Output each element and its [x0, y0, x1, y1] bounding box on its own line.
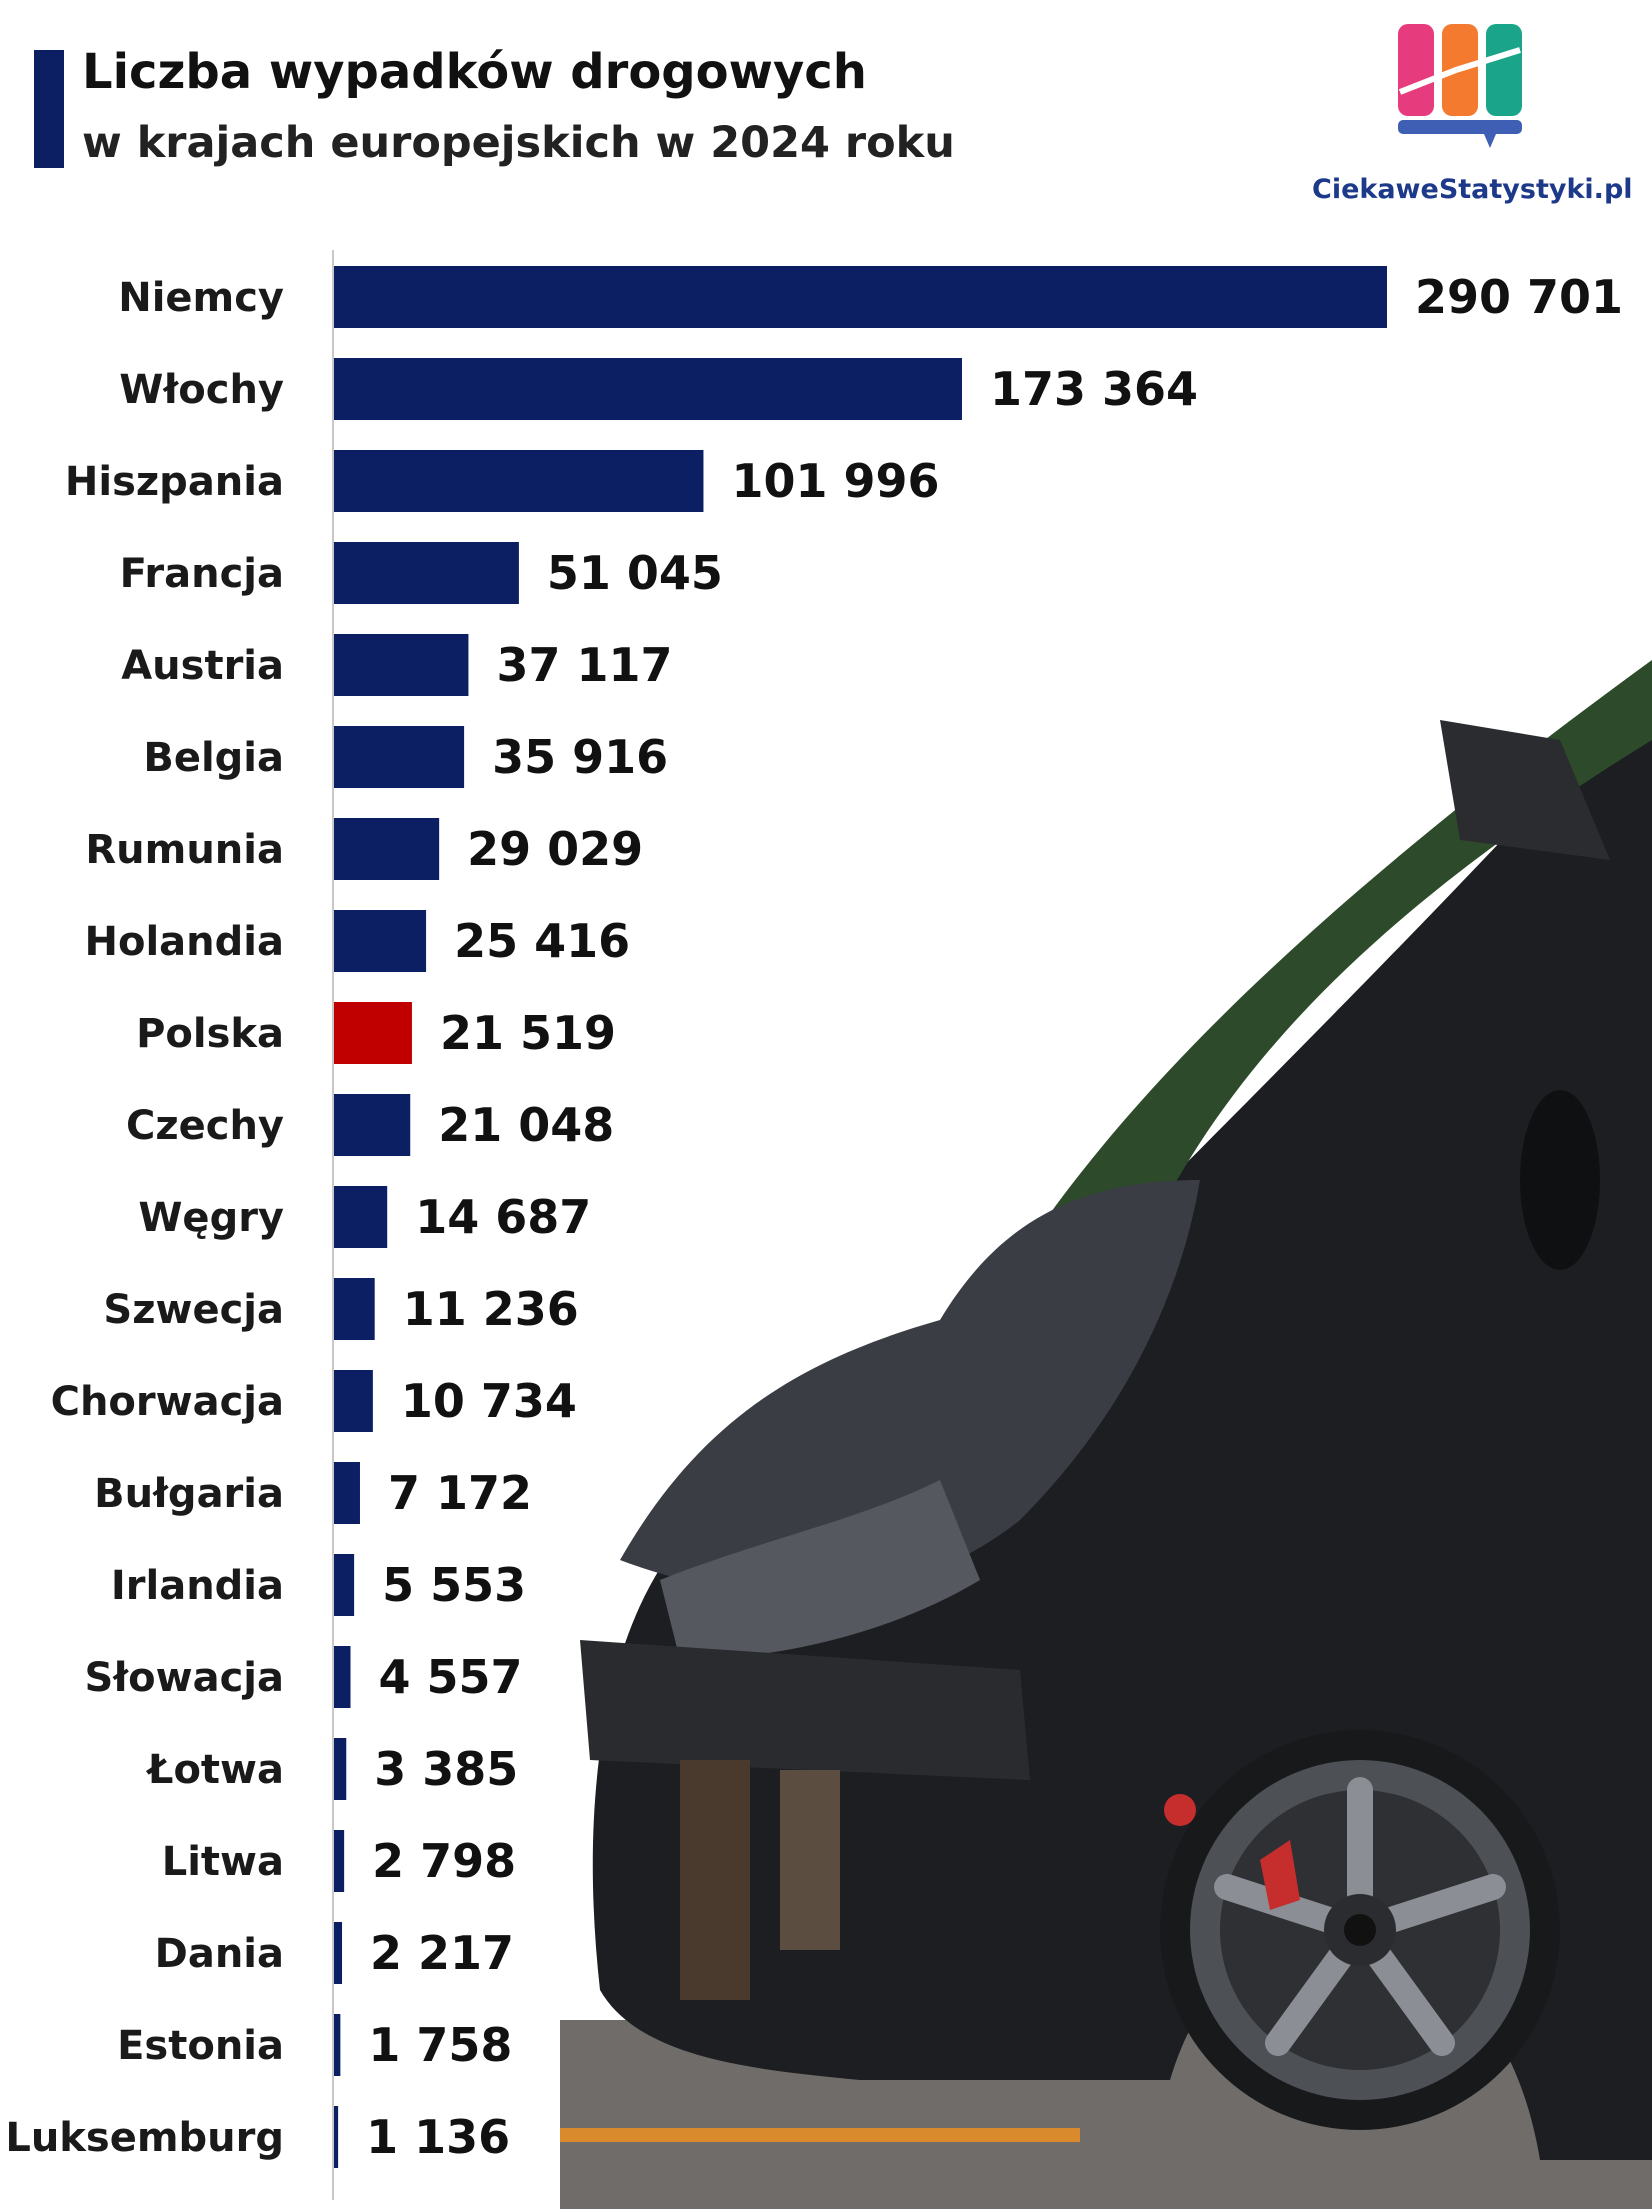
value-label-chorwacja: 10 734: [401, 1374, 577, 1428]
bar-luksemburg: [334, 2106, 339, 2168]
category-label-francja: Francja: [120, 551, 284, 597]
bar-dania: [334, 1922, 343, 1984]
value-label-belgia: 35 916: [492, 730, 668, 784]
category-label-szwecja: Szwecja: [103, 1287, 284, 1333]
category-labels-group: Niemcy Włochy Hiszpania Francja Austria Belgi…: [5, 275, 284, 2161]
bar-belgia: [334, 726, 465, 788]
value-label-węgry: 14 687: [415, 1190, 591, 1244]
category-label-hiszpania: Hiszpania: [65, 459, 284, 505]
category-label-słowacja: Słowacja: [85, 1655, 285, 1701]
value-label-włochy: 173 364: [990, 362, 1198, 416]
bar-irlandia: [334, 1554, 355, 1616]
bar-węgry: [334, 1186, 388, 1248]
value-label-słowacja: 4 557: [379, 1650, 523, 1704]
category-label-włochy: Włochy: [119, 367, 284, 413]
category-label-niemcy: Niemcy: [118, 275, 284, 321]
category-label-estonia: Estonia: [117, 2023, 284, 2069]
bar-estonia: [334, 2014, 341, 2076]
bar-czechy: [334, 1094, 411, 1156]
bar-litwa: [334, 1830, 345, 1892]
chart-title: Liczba wypadków drogowych: [82, 44, 867, 100]
value-label-łotwa: 3 385: [374, 1742, 518, 1796]
bar-hiszpania: [334, 450, 704, 512]
value-label-rumunia: 29 029: [467, 822, 643, 876]
bar-niemcy: [334, 266, 1387, 328]
bar-chorwacja: [334, 1370, 373, 1432]
bar-francja: [334, 542, 519, 604]
chart-subtitle: w krajach europejskich w 2024 roku: [82, 118, 955, 168]
value-label-holandia: 25 416: [454, 914, 630, 968]
category-label-polska: Polska: [136, 1011, 284, 1057]
category-label-chorwacja: Chorwacja: [51, 1379, 284, 1425]
bar-szwecja: [334, 1278, 375, 1340]
bar-chart: Niemcy Włochy Hiszpania Francja Austria Belgi…: [5, 250, 1623, 2200]
bar-rumunia: [334, 818, 440, 880]
bars-group: [334, 266, 1387, 2168]
category-label-holandia: Holandia: [85, 919, 284, 965]
value-label-hiszpania: 101 996: [731, 454, 939, 508]
category-label-dania: Dania: [155, 1931, 284, 1977]
bar-słowacja: [334, 1646, 351, 1708]
category-label-węgry: Węgry: [138, 1195, 284, 1241]
value-label-irlandia: 5 553: [382, 1558, 526, 1612]
value-label-estonia: 1 758: [368, 2018, 512, 2072]
value-label-luksemburg: 1 136: [366, 2110, 510, 2164]
category-label-łotwa: Łotwa: [146, 1747, 284, 1793]
bar-austria: [334, 634, 469, 696]
value-label-francja: 51 045: [547, 546, 723, 600]
category-label-bułgaria: Bułgaria: [94, 1471, 284, 1517]
value-label-dania: 2 217: [370, 1926, 514, 1980]
title-accent-bar: [34, 50, 64, 168]
bar-bułgaria: [334, 1462, 360, 1524]
category-label-luksemburg: Luksemburg: [5, 2115, 284, 2161]
value-label-polska: 21 519: [440, 1006, 616, 1060]
bar-polska: [334, 1002, 412, 1064]
category-label-litwa: Litwa: [162, 1839, 284, 1885]
category-label-austria: Austria: [121, 643, 284, 689]
category-label-rumunia: Rumunia: [85, 827, 284, 873]
brand-logo-icon: [1398, 24, 1522, 148]
crashed-car-photo: [560, 660, 1652, 2209]
category-label-czechy: Czechy: [126, 1103, 284, 1149]
bar-włochy: [334, 358, 962, 420]
value-label-litwa: 2 798: [372, 1834, 516, 1888]
value-label-austria: 37 117: [496, 638, 672, 692]
value-label-niemcy: 290 701: [1415, 270, 1623, 324]
category-label-irlandia: Irlandia: [111, 1563, 284, 1609]
value-label-czechy: 21 048: [438, 1098, 614, 1152]
bar-łotwa: [334, 1738, 347, 1800]
category-label-belgia: Belgia: [143, 735, 284, 781]
brand-name: CiekaweStatystyki.pl: [1312, 174, 1633, 205]
value-label-szwecja: 11 236: [403, 1282, 579, 1336]
value-label-bułgaria: 7 172: [388, 1466, 532, 1520]
bar-holandia: [334, 910, 427, 972]
